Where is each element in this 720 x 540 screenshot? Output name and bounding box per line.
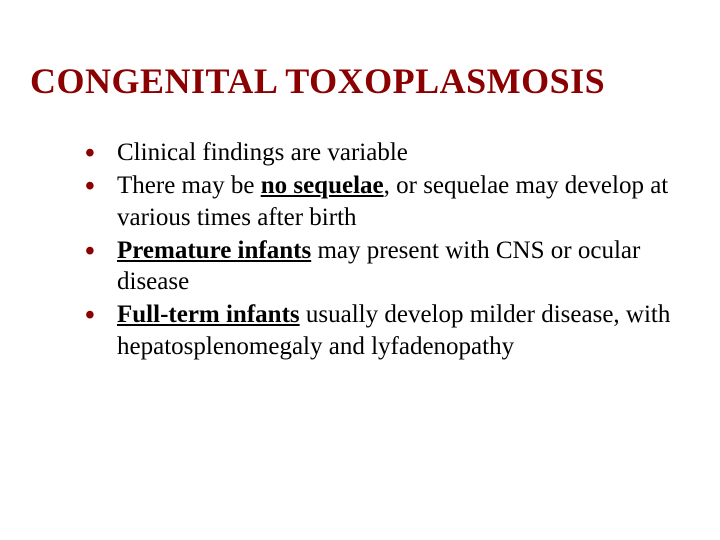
bullet-item: Premature infants may present with CNS o… — [105, 235, 690, 298]
bullet-item: Full-term infants usually develop milder… — [105, 299, 690, 362]
bullet-text-segment: Full-term infants — [117, 301, 300, 328]
bullet-item: Clinical findings are variable — [105, 137, 690, 168]
bullet-text-segment: Clinical findings are variable — [117, 139, 408, 166]
bullet-text-segment: There may be — [117, 172, 261, 199]
bullet-text-segment: no sequelae — [261, 172, 384, 199]
bullet-item: There may be no sequelae, or sequelae ma… — [105, 170, 690, 233]
bullet-text-segment: Premature infants — [117, 237, 311, 264]
slide-title: CONGENITAL TOXOPLASMOSIS — [30, 60, 690, 102]
bullet-list: Clinical findings are variable There may … — [30, 137, 690, 362]
